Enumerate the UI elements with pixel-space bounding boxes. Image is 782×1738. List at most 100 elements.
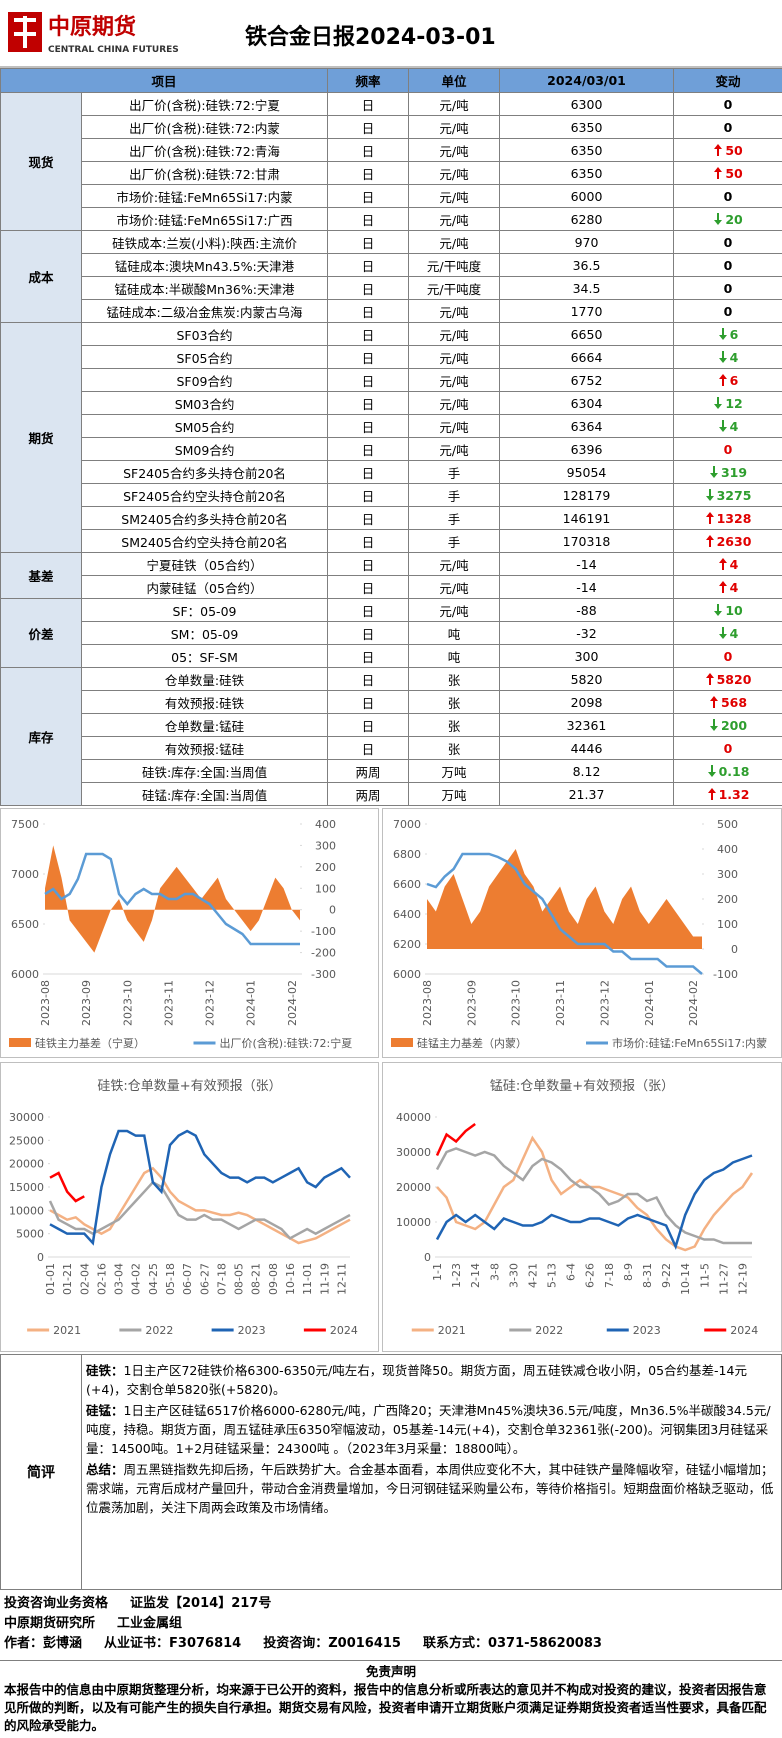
table-row: SM05合约日元/吨 6364 4	[1, 414, 782, 438]
change-arrow	[705, 534, 714, 547]
line-series	[49, 1166, 351, 1245]
change-value: 10	[725, 602, 743, 618]
x-tick-label: 07-18	[215, 1263, 228, 1295]
value-cell: 21.37	[499, 782, 675, 806]
x-tick-label: 11-27	[717, 1263, 730, 1295]
item-cell: 有效预报:锰硅	[80, 736, 329, 760]
y2-tick-label: 100	[315, 882, 336, 895]
item-cell: 市场价:硅锰:FeMn65Si17:广西	[80, 207, 329, 231]
item-cell: SF05合约	[80, 345, 329, 369]
freq-cell: 日	[327, 391, 410, 415]
change-cell: 0	[673, 299, 782, 323]
y-tick-label: 20000	[396, 1181, 431, 1194]
change-value: 319	[720, 464, 748, 480]
change-value: 0	[723, 648, 733, 664]
change-value: 568	[720, 694, 748, 710]
table-row: SF2405合约空头持仓前20名日手 128179 3275	[1, 483, 782, 507]
commentary-paragraph: 硅锰：1日主产区硅锰6517价格6000-6280元/吨，广西降20；天津港Mn…	[86, 1401, 777, 1458]
unit-cell: 张	[408, 690, 501, 714]
unit-cell: 吨	[408, 621, 501, 645]
change-cell: 200	[673, 713, 782, 737]
table-row: 锰硅成本:二级冶金焦炭:内蒙古乌海日元/吨 1770 0	[1, 299, 782, 323]
legend-label: 2021	[438, 1324, 466, 1337]
change-value: 0	[723, 280, 733, 296]
change-cell: 10	[673, 598, 782, 622]
change-value: 0	[723, 740, 733, 756]
change-cell: 0	[673, 92, 782, 116]
item-cell: SF09合约	[80, 368, 329, 392]
value-cell: 6350	[499, 138, 675, 162]
unit-cell: 手	[408, 460, 501, 484]
item-cell: 05：SF-SM	[80, 644, 329, 668]
value-cell: 1770	[499, 299, 675, 323]
change-arrow	[714, 396, 723, 409]
item-cell: 仓单数量:锰硅	[80, 713, 329, 737]
x-tick-label: 2023-08	[39, 980, 52, 1026]
table-row: 锰硅成本:半碳酸Mn36%:天津港日元/干吨度 34.5 0	[1, 276, 782, 300]
table-row: SM03合约日元/吨 6304 12	[1, 391, 782, 415]
disclaimer-title: 免责声明	[365, 1664, 416, 1679]
change-arrow	[709, 695, 718, 708]
freq-cell: 日	[327, 736, 410, 760]
legend-label: 硅铁主力基差（宁夏）	[35, 1036, 145, 1050]
paragraph-lead: 总结：	[86, 1462, 124, 1477]
change-arrow	[705, 672, 714, 685]
change-arrow	[718, 626, 727, 639]
freq-cell: 日	[327, 483, 410, 507]
freq-cell: 日	[327, 552, 410, 576]
change-cell: 4	[673, 345, 782, 369]
change-value: 4	[729, 556, 739, 572]
header-graphic: 中原期货 CENTRAL CHINA FUTURES 铁合金日报2024-03-…	[0, 12, 782, 68]
y-tick-label: 0	[37, 1251, 44, 1264]
value-cell: 6396	[499, 437, 675, 461]
change-cell: 4	[673, 552, 782, 576]
change-arrow	[714, 603, 723, 616]
unit-cell: 元/吨	[408, 299, 501, 323]
x-tick-label: 08-21	[250, 1263, 263, 1295]
y-tick-label: 6200	[393, 938, 421, 951]
freq-cell: 日	[327, 506, 410, 530]
x-tick-label: 9-22	[660, 1263, 673, 1288]
chart-border	[0, 1062, 379, 1352]
change-arrow	[718, 580, 727, 593]
item-cell: 出厂价(含税):硅铁:72:青海	[80, 138, 329, 162]
y2-tick-label: 0	[329, 904, 336, 917]
x-tick-label: 12-11	[335, 1263, 348, 1295]
unit-cell: 张	[408, 713, 501, 737]
footer-item: 投资咨询业务资格	[4, 1596, 109, 1611]
change-value: 1.32	[718, 786, 750, 802]
unit-cell: 元/吨	[408, 437, 501, 461]
change-arrow	[718, 557, 727, 570]
x-tick-label: 03-04	[113, 1263, 126, 1295]
item-cell: 硅锰:库存:全国:当周值	[80, 782, 329, 806]
table-row: SM2405合约多头持仓前20名日手 146191 1328	[1, 506, 782, 530]
x-tick-label: 7-18	[603, 1263, 616, 1288]
change-cell: 1.32	[673, 782, 782, 806]
table-row: 05：SF-SM 日吨 300 0	[1, 644, 782, 668]
value-cell: -88	[499, 598, 675, 622]
freq-cell: 日	[327, 322, 410, 346]
area-series	[427, 849, 702, 949]
table-row: 成本 硅铁成本:兰炭(小料):陕西:主流价日元/吨 970 0	[0, 230, 782, 323]
change-value: 0	[723, 119, 733, 135]
paragraph-lead: 硅锰：	[86, 1403, 124, 1418]
freq-cell: 日	[327, 230, 410, 254]
y-tick-label: 7500	[11, 818, 39, 831]
footer-line: 投资咨询业务资格 证监发【2014】217号	[4, 1594, 778, 1614]
table-row: 市场价:硅锰:FeMn65Si17:内蒙日元/吨 6000 0	[1, 184, 782, 208]
x-tick-label: 2023-10	[510, 980, 523, 1026]
value-cell: -14	[499, 552, 675, 576]
freq-cell: 日	[327, 299, 410, 323]
value-cell: 6350	[499, 161, 675, 185]
y-tick-label: 20000	[9, 1158, 44, 1171]
x-tick-label: 3-30	[507, 1263, 520, 1288]
value-cell: 146191	[499, 506, 675, 530]
change-arrow	[714, 212, 723, 225]
disclaimer: 免责声明 本报告中的信息由中原期货整理分析，均来源于已公开的资料，报告中的信息分…	[0, 1660, 782, 1738]
footer-line: 中原期货研究所 工业金属组	[4, 1614, 778, 1634]
change-cell: 0	[673, 276, 782, 300]
x-tick-label: 01-21	[61, 1263, 74, 1295]
unit-cell: 手	[408, 529, 501, 553]
change-cell: 4	[673, 575, 782, 599]
item-cell: SM05合约	[80, 414, 329, 438]
